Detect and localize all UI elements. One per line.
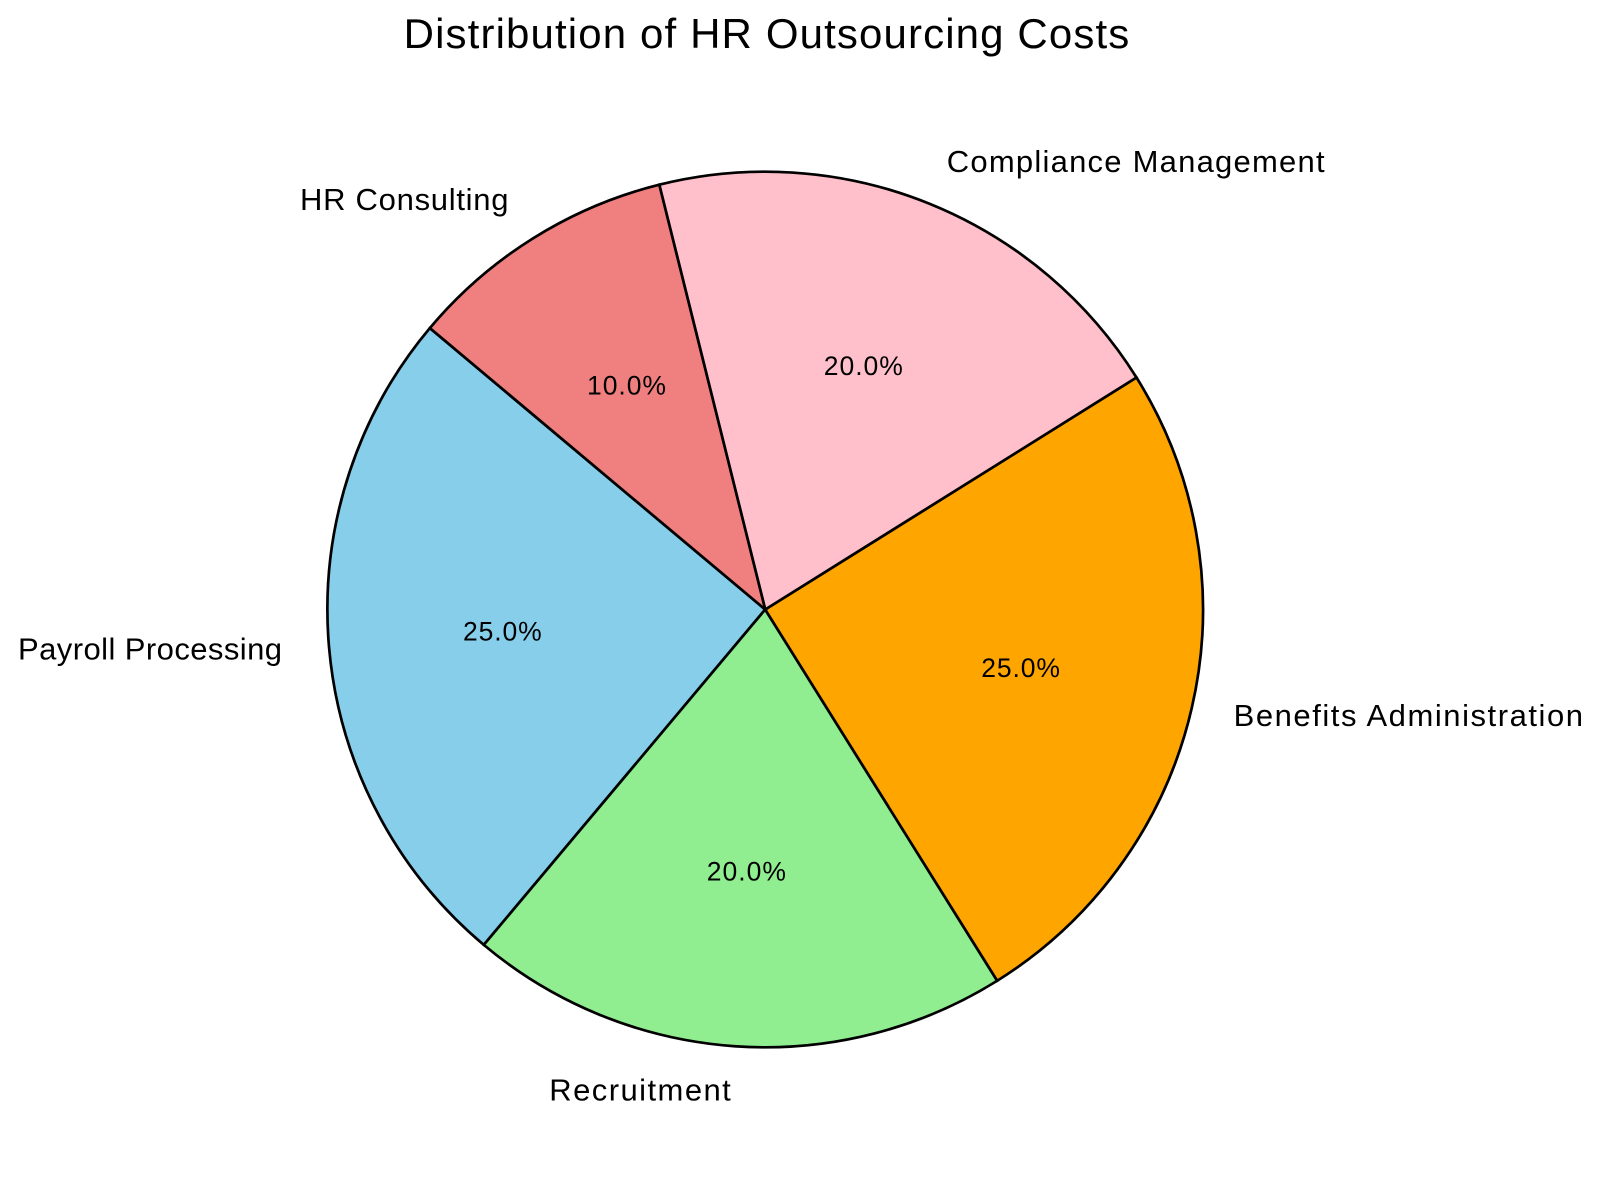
svg-text:Distribution of HR Outsourcing: Distribution of HR Outsourcing Costs bbox=[404, 10, 1130, 57]
svg-text:Compliance Management: Compliance Management bbox=[947, 144, 1325, 179]
svg-text:Recruitment: Recruitment bbox=[549, 1073, 731, 1108]
svg-text:20.0%: 20.0% bbox=[824, 351, 903, 381]
svg-text:25.0%: 25.0% bbox=[463, 616, 542, 646]
svg-text:10.0%: 10.0% bbox=[587, 371, 666, 401]
svg-text:25.0%: 25.0% bbox=[981, 653, 1060, 683]
svg-text:20.0%: 20.0% bbox=[707, 856, 786, 886]
svg-text:HR Consulting: HR Consulting bbox=[300, 182, 509, 217]
svg-text:Benefits Administration: Benefits Administration bbox=[1234, 698, 1583, 733]
svg-text:Payroll Processing: Payroll Processing bbox=[18, 632, 282, 667]
